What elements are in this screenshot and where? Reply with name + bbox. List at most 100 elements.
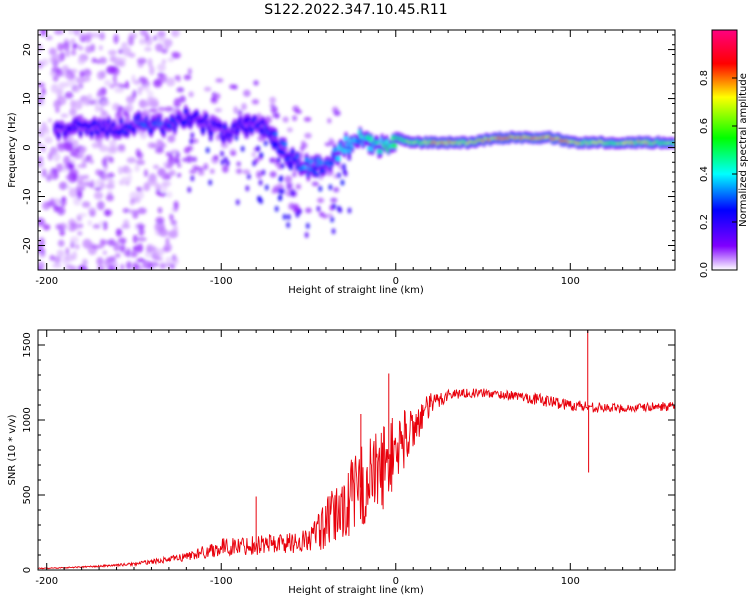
spectrogram-noise-blob [149,245,158,252]
spectrogram-noise-blob [129,198,135,206]
spectrogram-noise-blob [136,57,147,65]
spectrogram-noise-blob [38,266,42,270]
spectrogram-noise-blob [68,218,76,227]
snr-y-tick-label: 500 [22,485,33,504]
spectrogram-noise-blob [155,146,164,154]
spectrogram-noise-blob [74,30,82,34]
spectrogram-noise-blob [235,168,243,174]
spectrogram-ridge-cell [312,170,317,175]
spectrogram-noise-blob [126,157,137,164]
spectrogram-noise-blob [189,169,197,174]
spectrogram-noise-blob [236,161,241,167]
spectrogram-noise-blob [152,79,163,88]
spectrogram-noise-blob [117,105,124,112]
spectrogram-noise-blob [169,213,174,221]
spectrogram-noise-blob [82,145,88,153]
spectrogram-noise-blob [62,64,69,71]
snr-y-tick-label: 1500 [22,332,33,357]
spectrogram-noise-blob [98,106,104,112]
spectrogram-noise-blob [47,152,53,161]
spectrogram-noise-blob [210,97,216,102]
spectrogram-noise-blob [133,263,140,270]
spectrogram-x-tick-label: -200 [35,276,58,287]
spectrogram-streak [233,129,238,136]
spectrogram-noise-blob [137,86,143,96]
spectrogram-noise-blob [144,46,152,52]
spectrogram-noise-blob [66,185,71,190]
spectrogram-noise-blob [53,152,61,162]
spectrogram-noise-blob [75,174,85,183]
spectrogram-streak [220,159,225,166]
spectrogram-noise-blob [173,98,181,108]
spectrogram-noise-blob [269,158,275,164]
spectrogram-noise-blob [64,91,74,99]
spectrogram-ridge-cell [384,139,390,145]
spectrogram-streak [338,207,343,214]
spectrogram-streak [240,145,245,152]
spectrogram-noise-blob [295,109,303,114]
spectrogram-noise-blob [132,234,138,244]
spectrogram-streak [336,172,341,179]
spectrogram-noise-blob [56,249,65,258]
spectrogram-streak [274,205,279,212]
spectrogram-noise-blob [242,169,251,175]
spectrogram-noise-blob [318,211,325,217]
spectrogram-noise-blob [157,76,165,81]
spectrogram-noise-blob [91,244,102,250]
spectrogram-noise-blob [66,79,76,88]
spectrogram-noise-blob [127,35,134,46]
spectrogram-noise-blob [327,213,333,218]
spectrogram-noise-blob [108,257,117,263]
spectrogram-noise-blob [91,142,100,149]
spectrogram-noise-blob [113,241,120,252]
spectrogram-noise-blob [77,265,88,270]
spectrogram-streak [244,131,249,138]
spectrogram-noise-blob [305,207,312,214]
spectrogram-noise-blob [111,66,120,76]
spectrogram-noise-blob [203,163,209,171]
spectrogram-noise-blob [192,165,199,170]
spectrogram-noise-blob [88,207,97,215]
spectrogram-noise-blob [100,70,107,79]
spectrogram-noise-blob [67,40,75,45]
spectrogram-noise-blob [187,68,192,75]
spectrogram-plot-area [38,30,675,270]
spectrogram-streak [256,145,261,152]
snr-marks [38,330,675,570]
spectrogram-streak [295,211,300,218]
snr-y-tick-label: 0 [22,567,33,573]
spectrogram-ridge-cell [249,127,254,134]
spectrogram-streak [286,221,291,228]
spectrogram-noise-blob [170,219,177,226]
spectrogram-noise-blob [38,217,46,227]
spectrogram-noise-blob [172,256,179,266]
spectrogram-noise-blob [185,155,194,164]
spectrogram-streak [269,138,274,145]
spectrogram-noise-blob [101,157,108,166]
spectrogram-noise-blob [38,61,44,69]
spectrogram-streak [290,189,295,196]
colorbar-ticks: 0.0 0.2 0.4 0.6 0.8 [699,70,737,278]
spectrogram-streak [341,163,346,170]
spectrogram-noise-blob [85,45,93,54]
spectrogram-noise-blob [86,93,93,102]
spectrogram-noise-blob [65,72,72,79]
spectrogram-streak [318,167,323,174]
spectrogram-noise-blob [69,158,76,164]
spectrogram-noise-blob [58,181,68,190]
spectrogram-noise-blob [134,164,140,172]
spectrogram-noise-blob [132,246,138,251]
spectrogram-noise-blob [105,194,114,202]
spectrogram-streak [245,185,250,192]
spectrogram-noise-blob [165,256,173,267]
spectrogram-streak [304,232,309,239]
spectrogram-noise-blob [42,223,51,231]
spectrogram-streak [234,134,239,141]
spectrogram-noise-blob [82,258,88,267]
spectrogram-noise-blob [48,47,57,56]
colorbar-gradient [711,29,738,271]
spectrogram-noise-blob [127,173,132,184]
